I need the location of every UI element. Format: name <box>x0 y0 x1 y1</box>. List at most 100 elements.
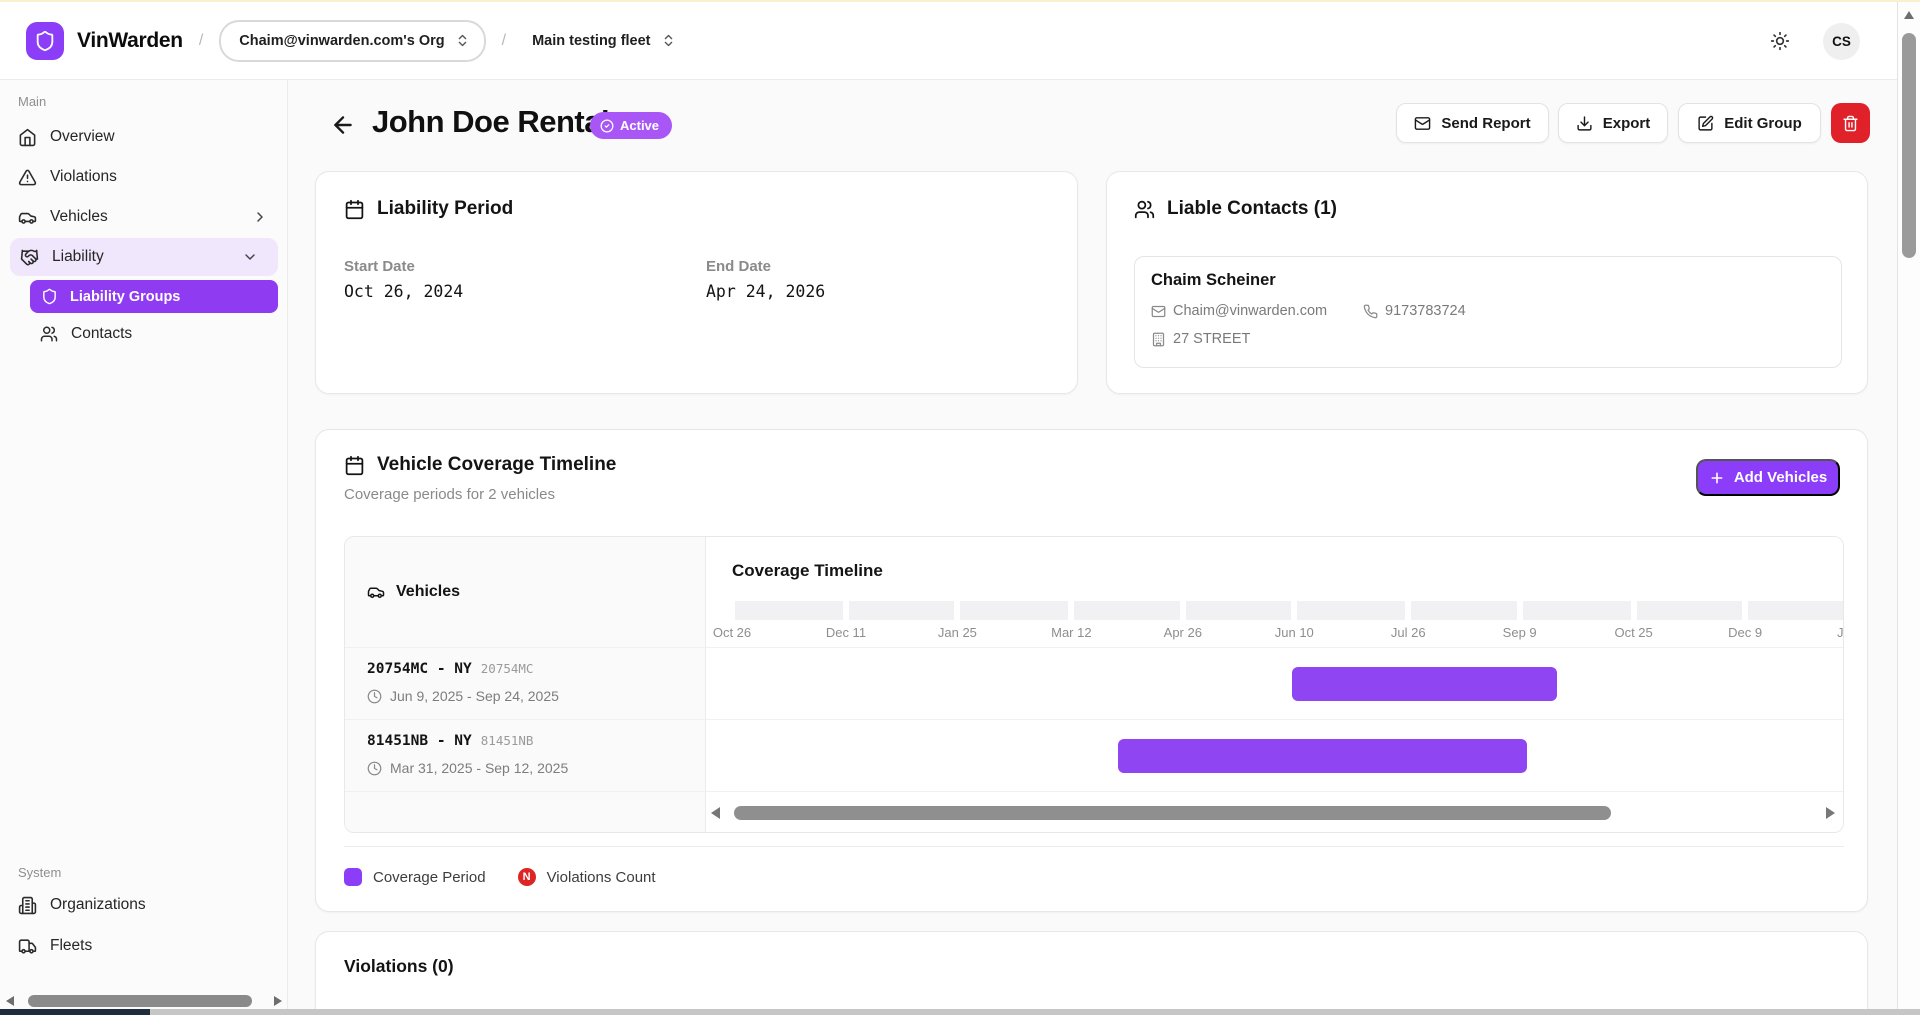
scroll-right-arrow-icon[interactable] <box>1826 807 1835 819</box>
back-button[interactable] <box>330 112 356 138</box>
liable-contacts-card: Liable Contacts (1) Chaim Scheiner Chaim… <box>1106 171 1868 394</box>
contact-name: Chaim Scheiner <box>1151 271 1276 289</box>
breadcrumb-separator: / <box>198 31 204 49</box>
scroll-right-arrow-icon[interactable] <box>274 996 282 1006</box>
coverage-period-swatch <box>344 868 362 886</box>
contact-phone-row: 9173783724 <box>1363 303 1466 319</box>
scroll-left-arrow-icon[interactable] <box>6 996 14 1006</box>
contact-phone: 9173783724 <box>1385 303 1466 319</box>
avatar-initials: CS <box>1832 34 1851 49</box>
start-date-label: Start Date <box>344 258 415 275</box>
user-avatar[interactable]: CS <box>1823 23 1860 60</box>
theme-toggle-button[interactable] <box>1770 31 1790 51</box>
timeline-axis-labels: Oct 26 Dec 11 Jan 25 Mar 12 Apr 26 Jun 10 Jul … <box>706 625 1843 641</box>
coverage-bar[interactable] <box>1291 666 1557 701</box>
sidebar-section-main: Main <box>18 94 47 109</box>
org-selector-value: Chaim@vinwarden.com's Org <box>239 32 445 49</box>
timeline-subtitle: Coverage periods for 2 vehicles <box>344 486 555 503</box>
chevron-down-icon <box>242 249 258 265</box>
page-title: John Doe Rental <box>372 104 610 139</box>
sidebar-item-liability-groups[interactable]: Liability Groups <box>30 280 278 313</box>
axis-tick-label: Dec 9 <box>1728 625 1763 640</box>
clock-icon <box>367 761 382 776</box>
send-report-button[interactable]: Send Report <box>1396 103 1549 143</box>
coverage-bar[interactable] <box>1118 738 1528 773</box>
ruler-segment <box>1185 601 1292 620</box>
add-vehicles-button[interactable]: Add Vehicles <box>1696 459 1840 496</box>
arrow-left-icon <box>330 112 356 138</box>
legend-label: Violations Count <box>546 868 656 886</box>
sidebar-item-contacts[interactable]: Contacts <box>40 318 278 350</box>
vehicle-coverage-period: Jun 9, 2025 - Sep 24, 2025 <box>390 688 559 704</box>
sidebar-item-violations[interactable]: Violations <box>0 160 288 194</box>
page-vertical-scrollbar[interactable] <box>1897 2 1920 1015</box>
ruler-segment <box>960 601 1069 620</box>
phone-icon <box>1363 304 1378 319</box>
ruler-segment <box>1411 601 1517 620</box>
brand-name: VinWarden <box>77 28 183 52</box>
scrollbar-thumb[interactable] <box>1902 33 1916 258</box>
ruler-segment <box>1748 601 1843 620</box>
mail-icon <box>1151 304 1166 319</box>
delete-group-button[interactable] <box>1831 103 1870 143</box>
sidebar-item-organizations[interactable]: Organizations <box>0 888 288 922</box>
sidebar-item-label: Violations <box>50 168 117 185</box>
vehicle-plate: 81451NB - NY <box>367 733 472 749</box>
fleet-selector-value: Main testing fleet <box>532 32 651 49</box>
axis-tick-label: Jan 23 <box>1837 625 1843 640</box>
axis-tick-label: Jul 26 <box>1390 625 1426 640</box>
top-edge-strip <box>0 0 1920 2</box>
scrollbar-thumb[interactable] <box>734 806 1611 820</box>
status-badge-label: Active <box>620 118 660 133</box>
vehicle-info-cell: 81451NB - NY 81451NB Mar 31, 2025 - Sep … <box>345 720 706 791</box>
vehicle-row[interactable]: 20754MC - NY 20754MC Jun 9, 2025 - Sep 2… <box>345 647 1843 719</box>
vehicle-timeline-cell <box>706 648 1843 719</box>
sidebar-item-vehicles[interactable]: Vehicles <box>0 200 288 234</box>
sidebar: Main Overview Violations Vehicles Liabil… <box>0 80 288 1015</box>
building-icon <box>1151 332 1166 347</box>
sidebar-horizontal-scrollbar[interactable] <box>0 992 288 1010</box>
timeline-title: Vehicle Coverage Timeline <box>377 454 617 475</box>
scrollbar-thumb[interactable] <box>28 995 252 1007</box>
vehicle-row[interactable]: 81451NB - NY 81451NB Mar 31, 2025 - Sep … <box>345 719 1843 791</box>
scroll-left-arrow-icon[interactable] <box>711 807 720 819</box>
export-button[interactable]: Export <box>1558 103 1668 143</box>
sidebar-item-liability[interactable]: Liability <box>10 238 278 276</box>
contact-address-row: 27 STREET <box>1151 331 1250 347</box>
axis-tick-label: Apr 26 <box>1163 625 1202 640</box>
contact-email: Chaim@vinwarden.com <box>1173 303 1328 319</box>
sidebar-item-label: Liability <box>52 248 104 265</box>
status-badge: Active <box>590 112 673 139</box>
handshake-icon <box>20 248 39 267</box>
edit-pencil-icon <box>1697 115 1714 132</box>
shield-logo-icon <box>34 30 56 52</box>
edit-group-button[interactable]: Edit Group <box>1678 103 1821 143</box>
fleet-selector[interactable]: Main testing fleet <box>522 20 685 62</box>
timeline-table-header: Vehicles Coverage Timeline Oct 26 Dec 11 J… <box>345 537 1843 647</box>
vehicle-timeline-cell <box>706 720 1843 791</box>
timeline-ruler <box>706 601 1843 620</box>
vinwarden-logo[interactable] <box>26 21 64 60</box>
timeline-heading: Vehicle Coverage Timeline <box>344 454 616 476</box>
vehicles-column-header: Vehicles <box>396 583 461 600</box>
sidebar-item-label: Vehicles <box>50 208 108 225</box>
vehicle-plate-id: 20754MC <box>480 661 534 676</box>
calendar-icon <box>344 455 365 476</box>
vehicle-coverage-timeline-card: Vehicle Coverage Timeline Coverage perio… <box>315 429 1868 912</box>
sidebar-item-overview[interactable]: Overview <box>0 120 288 154</box>
car-icon <box>367 583 385 601</box>
scroll-up-arrow-icon[interactable] <box>1904 11 1914 19</box>
liability-period-title: Liability Period <box>377 198 514 219</box>
coverage-timeline-column-header: Coverage Timeline <box>732 561 883 580</box>
bottom-edge-dark-segment <box>0 1009 150 1015</box>
vehicles-header-cell: Vehicles <box>345 537 706 647</box>
truck-icon <box>18 937 37 956</box>
legend-violations-count: N Violations Count <box>517 868 656 886</box>
sidebar-item-fleets[interactable]: Fleets <box>0 929 288 963</box>
calendar-icon <box>344 199 365 220</box>
ruler-segment <box>735 601 843 620</box>
timeline-horizontal-scrollbar[interactable] <box>706 792 1843 832</box>
download-icon <box>1576 115 1593 132</box>
org-selector[interactable]: Chaim@vinwarden.com's Org <box>219 19 486 62</box>
mail-icon <box>1414 115 1431 132</box>
